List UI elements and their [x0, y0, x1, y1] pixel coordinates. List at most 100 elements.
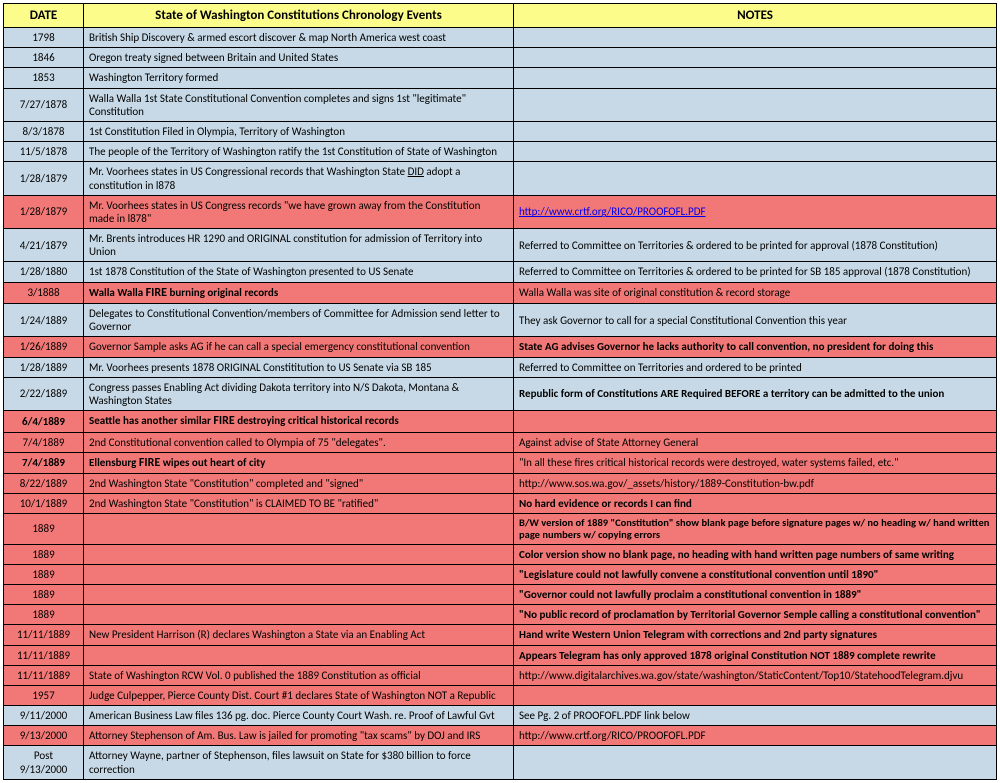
cell-date: 3/1888: [4, 282, 84, 303]
cell-event: Washington Territory formed: [84, 68, 514, 88]
cell-date: 11/5/1878: [4, 142, 84, 162]
cell-event: Walla Walla FIRE burning original record…: [84, 282, 514, 303]
cell-date: 1/26/1889: [4, 337, 84, 357]
table-row: 11/11/1889Appears Telegram has only appr…: [4, 645, 997, 665]
cell-notes: Referred to Committee on Territories & o…: [514, 229, 997, 262]
cell-notes: Hand write Western Union Telegram with c…: [514, 625, 997, 645]
cell-event: New President Harrison (R) declares Wash…: [84, 625, 514, 645]
cell-event: Mr. Voorhees states in US Congress recor…: [84, 195, 514, 228]
cell-event: 2nd Washington State "Constitution" is C…: [84, 494, 514, 514]
cell-date: 1889: [4, 605, 84, 625]
table-row: 1889 Color version show no blank page, no…: [4, 544, 997, 564]
table-row: 9/13/2000Attorney Stephenson of Am. Bus.…: [4, 726, 997, 746]
table-row: 7/27/1878Walla Walla 1st State Constitut…: [4, 88, 997, 121]
table-row: 1/28/1889Mr. Voorhees presents 1878 ORIG…: [4, 357, 997, 377]
table-row: 1846Oregon treaty signed between Britain…: [4, 48, 997, 68]
cell-event: Ellensburg FIRE wipes out heart of city: [84, 452, 514, 473]
cell-notes: [514, 121, 997, 141]
cell-event: British Ship Discovery & armed escort di…: [84, 28, 514, 48]
cell-event: The people of the Territory of Washingto…: [84, 142, 514, 162]
notes-link[interactable]: http://www.crtf.org/RICO/PROOFOFL.PDF: [519, 205, 706, 218]
cell-notes: http://www.digitalarchives.wa.gov/state/…: [514, 665, 997, 685]
cell-date: 1853: [4, 68, 84, 88]
table-row: 1/28/1879Mr. Voorhees states in US Congr…: [4, 162, 997, 195]
cell-notes: B/W version of 1889 "Constitution" show …: [514, 514, 997, 544]
cell-date: 1889: [4, 584, 84, 604]
header-row: DATE State of Washington Constitutions C…: [4, 4, 997, 28]
cell-event: [84, 564, 514, 584]
cell-date: 1/28/1879: [4, 162, 84, 195]
cell-date: 1/28/1879: [4, 195, 84, 228]
cell-notes: "Governor could not lawfully proclaim a …: [514, 584, 997, 604]
cell-date: 2/22/1889: [4, 377, 84, 410]
cell-event: Oregon treaty signed between Britain and…: [84, 48, 514, 68]
cell-event: [84, 605, 514, 625]
table-row: 9/11/2000American Business Law files 136…: [4, 706, 997, 726]
cell-event: Judge Culpepper, Pierce County Dist. Cou…: [84, 685, 514, 705]
cell-date: 1846: [4, 48, 84, 68]
cell-notes: Referred to Committee on Territories & o…: [514, 262, 997, 282]
cell-event: Attorney Wayne, partner of Stephenson, f…: [84, 746, 514, 779]
cell-event: Attorney Stephenson of Am. Bus. Law is j…: [84, 726, 514, 746]
cell-date: 1957: [4, 685, 84, 705]
cell-notes: [514, 48, 997, 68]
cell-date: 8/3/1878: [4, 121, 84, 141]
table-row: 1889"Legislature could not lawfully conv…: [4, 564, 997, 584]
table-row: 1889B/W version of 1889 "Constitution" s…: [4, 514, 997, 544]
cell-event: Governor Sample asks AG if he can call a…: [84, 337, 514, 357]
cell-notes: Appears Telegram has only approved 1878 …: [514, 645, 997, 665]
cell-date: 9/11/2000: [4, 706, 84, 726]
cell-date: 7/27/1878: [4, 88, 84, 121]
cell-date: 7/4/1889: [4, 452, 84, 473]
cell-date: 1/28/1889: [4, 357, 84, 377]
cell-date: 4/21/1879: [4, 229, 84, 262]
cell-date: 10/1/1889: [4, 494, 84, 514]
header-event: State of Washington Constitutions Chrono…: [84, 4, 514, 28]
cell-notes: http://www.crtf.org/RICO/PROOFOFL.PDF: [514, 726, 997, 746]
cell-event: Seattle has another similar FIRE destroy…: [84, 411, 514, 432]
cell-date: 1889: [4, 544, 84, 564]
cell-event: [84, 645, 514, 665]
table-row: 1/24/1889Delegates to Constitutional Con…: [4, 304, 997, 337]
cell-event: Mr. Voorhees presents 1878 ORIGINAL Cons…: [84, 357, 514, 377]
cell-notes: Color version show no blank page, no hea…: [514, 544, 997, 564]
table-row: 7/4/1889Ellensburg FIRE wipes out heart …: [4, 452, 997, 473]
cell-event: 2nd Constitutional convention called to …: [84, 432, 514, 452]
cell-date: 9/13/2000: [4, 726, 84, 746]
cell-event: 2nd Washington State "Constitution" comp…: [84, 474, 514, 494]
cell-event: State of Washington RCW Vol. 0 published…: [84, 665, 514, 685]
table-row: 10/1/18892nd Washington State "Constitut…: [4, 494, 997, 514]
table-row: 2/22/1889Congress passes Enabling Act di…: [4, 377, 997, 410]
table-row: 8/3/18781st Constitution Filed in Olympi…: [4, 121, 997, 141]
cell-date: 11/11/1889: [4, 665, 84, 685]
table-row: Post 9/13/2000Attorney Wayne, partner of…: [4, 746, 997, 779]
table-row: 1853Washington Territory formed: [4, 68, 997, 88]
table-row: 4/21/1879Mr. Brents introduces HR 1290 a…: [4, 229, 997, 262]
header-notes: NOTES: [514, 4, 997, 28]
table-row: 1889 "Governor could not lawfully proclai…: [4, 584, 997, 604]
cell-event: Mr. Voorhees states in US Congressional …: [84, 162, 514, 195]
table-row: 7/4/18892nd Constitutional convention ca…: [4, 432, 997, 452]
cell-date: 1889: [4, 564, 84, 584]
cell-event: Walla Walla 1st State Constitutional Con…: [84, 88, 514, 121]
table-body: 1798British Ship Discovery & armed escor…: [4, 28, 997, 780]
cell-date: 8/22/1889: [4, 474, 84, 494]
table-row: 1/28/1879Mr. Voorhees states in US Congr…: [4, 195, 997, 228]
header-date: DATE: [4, 4, 84, 28]
cell-event: Delegates to Constitutional Convention/m…: [84, 304, 514, 337]
cell-date: 1/28/1880: [4, 262, 84, 282]
cell-notes: [514, 685, 997, 705]
cell-notes: Republic form of Constitutions ARE Requi…: [514, 377, 997, 410]
cell-notes: Walla Walla was site of original constit…: [514, 282, 997, 303]
cell-notes: See Pg. 2 of PROOFOFL.PDF link below: [514, 706, 997, 726]
table-row: 1798British Ship Discovery & armed escor…: [4, 28, 997, 48]
cell-event: Congress passes Enabling Act dividing Da…: [84, 377, 514, 410]
cell-date: Post 9/13/2000: [4, 746, 84, 779]
cell-date: 11/11/1889: [4, 625, 84, 645]
table-row: 11/11/1889State of Washington RCW Vol. 0…: [4, 665, 997, 685]
cell-date: 1798: [4, 28, 84, 48]
table-row: 1889"No public record of proclamation by…: [4, 605, 997, 625]
cell-event: [84, 514, 514, 544]
cell-notes: Against advise of State Attorney General: [514, 432, 997, 452]
cell-notes: [514, 88, 997, 121]
